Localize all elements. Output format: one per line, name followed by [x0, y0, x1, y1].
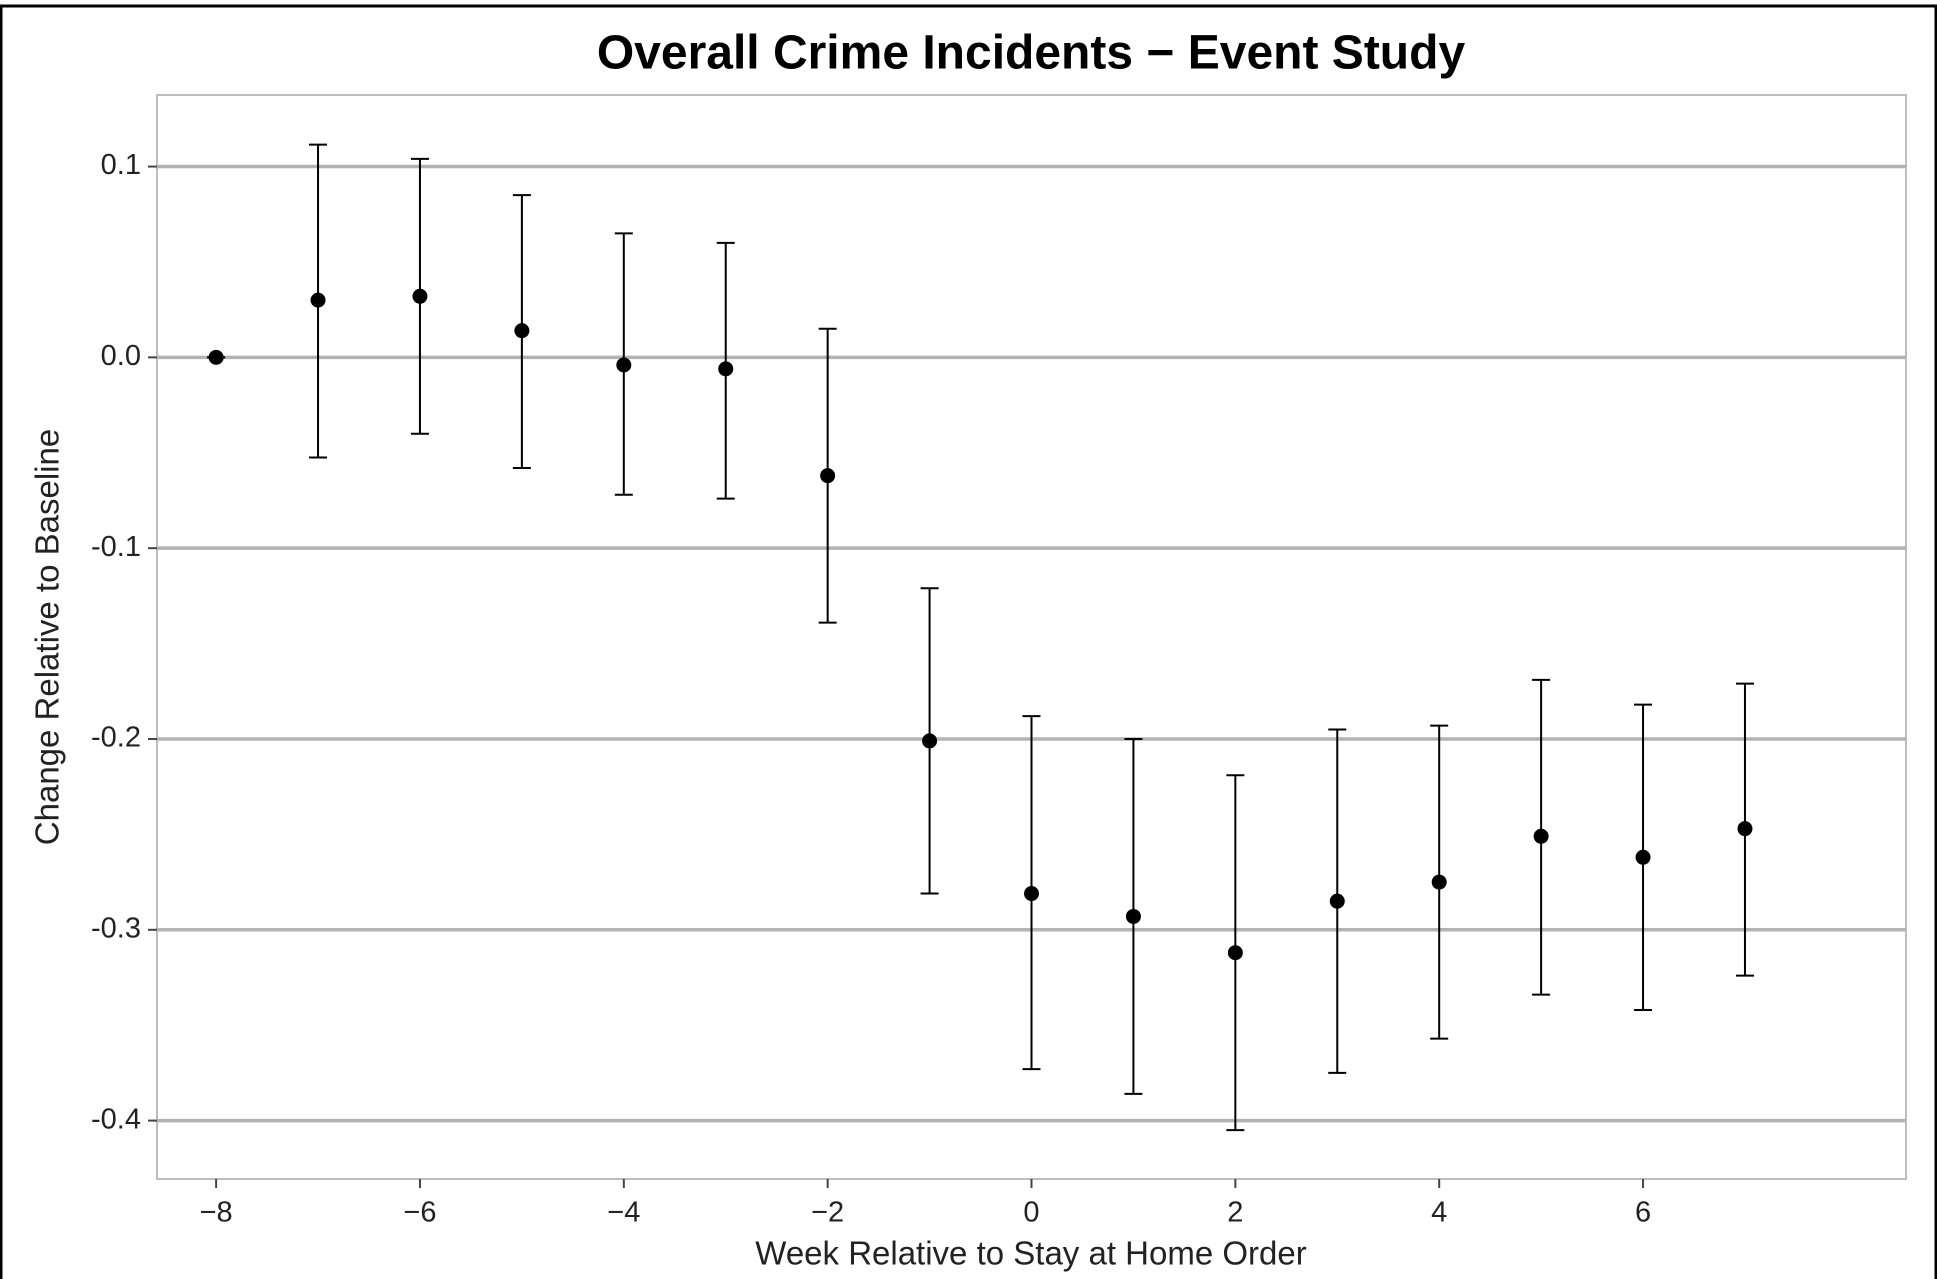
y-tick-label: -0.4 — [91, 1103, 141, 1135]
x-tick-label: −2 — [811, 1197, 844, 1229]
x-tick-label: 0 — [1023, 1197, 1039, 1229]
point — [514, 323, 530, 339]
y-tick-label: -0.2 — [91, 722, 141, 754]
y-tick-label: 0.0 — [101, 340, 141, 372]
point — [208, 349, 224, 365]
x-axis-label: Week Relative to Stay at Home Order — [755, 1235, 1306, 1272]
point — [1125, 908, 1141, 924]
point — [616, 357, 632, 373]
x-tick-label: 4 — [1431, 1197, 1447, 1229]
x-tick-label: 2 — [1227, 1197, 1243, 1229]
point — [922, 733, 938, 749]
point — [1737, 821, 1753, 837]
point — [1227, 945, 1243, 961]
y-tick-label: 0.1 — [101, 149, 141, 181]
point — [1024, 886, 1039, 902]
point — [1329, 893, 1345, 909]
x-tick-label: −6 — [403, 1197, 436, 1229]
point — [1431, 874, 1447, 890]
point — [1533, 828, 1549, 844]
x-tick-label: −8 — [200, 1197, 233, 1229]
point — [1635, 849, 1651, 865]
x-tick-label: 6 — [1635, 1197, 1651, 1229]
y-axis-label: Change Relative to Baseline — [29, 429, 66, 845]
point — [718, 361, 734, 377]
y-tick-label: -0.1 — [91, 531, 141, 563]
x-tick-label: −4 — [607, 1197, 640, 1229]
y-tick-label: -0.3 — [91, 912, 141, 944]
frame — [0, 4, 1937, 1279]
point — [820, 468, 836, 484]
point — [412, 288, 428, 304]
point — [310, 292, 326, 308]
chart-title: Overall Crime Incidents − Event Study — [597, 27, 1466, 80]
